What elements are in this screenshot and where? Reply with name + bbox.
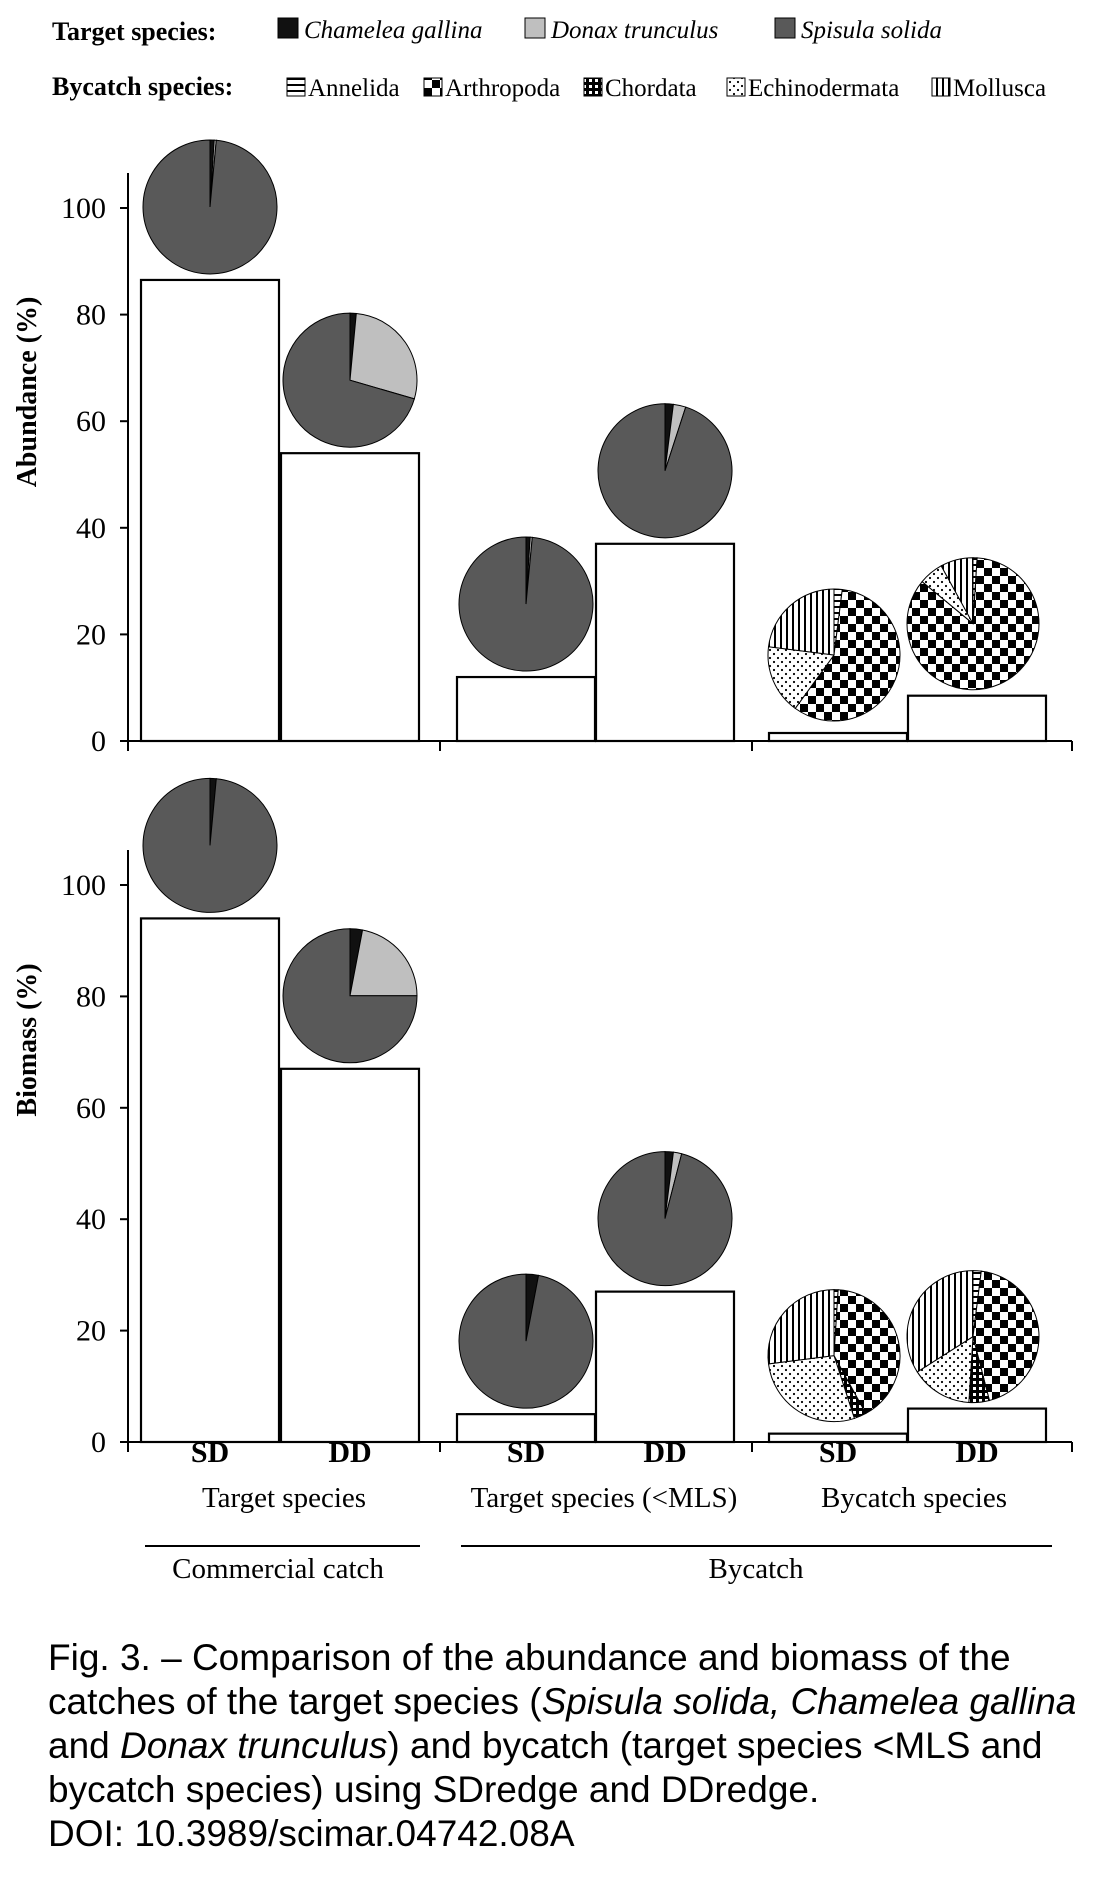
- x-tick-label: SD: [819, 1436, 857, 1469]
- legend-swatch-art: [423, 77, 443, 97]
- pie-chart: [597, 1151, 733, 1287]
- legend-target-title: Target species:: [52, 17, 216, 46]
- x-group-label: Bycatch species: [821, 1482, 1007, 1514]
- pie-chart: [142, 139, 278, 275]
- pie-chart: [906, 1270, 1040, 1404]
- bar: [279, 452, 421, 743]
- legend-swatch-ann: [286, 77, 306, 97]
- y-tick-label: 0: [91, 1426, 106, 1459]
- pie-slice-art: [794, 588, 901, 722]
- legend-label-ss: Spisula solida: [801, 17, 942, 44]
- y-tick-label: 60: [76, 1092, 106, 1125]
- y-tick-label: 20: [76, 618, 106, 651]
- legend-swatch-ech: [726, 77, 746, 97]
- pie-slice-art: [972, 1270, 1040, 1402]
- legend-label-dt: Donax trunculus: [550, 17, 718, 44]
- pie-slice-ss: [597, 1151, 733, 1287]
- legend-swatch-cho: [583, 77, 603, 97]
- x-tick-label: DD: [328, 1436, 371, 1469]
- pie-chart: [282, 928, 418, 1064]
- pie-slice-art: [833, 1289, 901, 1415]
- bar: [455, 1413, 597, 1444]
- legend-swatch-cg: [277, 17, 299, 39]
- y-axis-title-biomass: Biomass (%): [12, 963, 43, 1116]
- y-tick-label: 60: [76, 405, 106, 438]
- pie-slice-ss: [282, 312, 415, 448]
- caption-species-1: Spisula solida, Chamelea gallina: [541, 1681, 1077, 1722]
- pie-slice-ech: [767, 646, 835, 710]
- pie-slice-ss: [458, 536, 594, 672]
- x-tick-label: SD: [191, 1436, 229, 1469]
- y-tick-label: 40: [76, 512, 106, 545]
- pie-slice-ech: [916, 1335, 974, 1403]
- pie-chart: [906, 557, 1040, 691]
- caption-and: and: [48, 1725, 121, 1766]
- caption-species-2: Donax trunculus: [120, 1725, 388, 1766]
- y-tick-label: 80: [76, 299, 106, 332]
- legend: Target species: Bycatch species: Chamele…: [52, 17, 1046, 102]
- bar: [139, 278, 281, 743]
- pie-chart: [767, 588, 901, 722]
- legend-bycatch-title: Bycatch species:: [52, 72, 233, 101]
- x-tick-label: DD: [955, 1436, 998, 1469]
- pie-slice-dt: [349, 929, 418, 997]
- legend-label-cg: Chamelea gallina: [304, 17, 482, 44]
- abundance-panel: Abundance (%) 0 20 40 60 80 100: [12, 139, 1073, 758]
- bar: [767, 731, 909, 743]
- x-group-label: Target species (<MLS): [471, 1482, 738, 1514]
- pie-chart: [142, 777, 278, 913]
- pie-slice-mol: [940, 557, 974, 624]
- y-tick-label: 100: [61, 192, 106, 225]
- legend-label-ech: Echinodermata: [748, 75, 899, 102]
- y-tick-label: 40: [76, 1203, 106, 1236]
- bar: [594, 1290, 736, 1444]
- caption-tail: ) and bycatch (target species <MLS and b…: [48, 1725, 1043, 1810]
- figure-caption: Fig. 3. – Comparison of the abundance an…: [48, 1636, 1078, 1856]
- bar: [279, 1067, 421, 1444]
- x-tick-label: SD: [507, 1436, 545, 1469]
- pie-slice-ss: [142, 777, 278, 913]
- x-tick-label: DD: [643, 1436, 686, 1469]
- figure: Target species: Bycatch species: Chamele…: [12, 17, 1073, 1585]
- pie-chart: [767, 1289, 901, 1423]
- legend-swatch-mol: [931, 77, 951, 97]
- pie-slice-mol: [767, 1289, 835, 1365]
- pie-chart: [597, 403, 733, 539]
- pie-slice-dt: [349, 312, 418, 400]
- x-supergroup-label: Bycatch: [708, 1553, 804, 1585]
- biomass-panel: Biomass (%) 0 20 40 60 80 100: [12, 777, 1073, 1459]
- bar: [906, 1407, 1048, 1444]
- bar: [139, 917, 281, 1444]
- pie-slice-ech: [767, 1355, 856, 1423]
- pie-slice-ss: [282, 928, 418, 1064]
- legend-label-cho: Chordata: [605, 75, 697, 102]
- y-tick-label: 0: [91, 725, 106, 758]
- pie-slice-ss: [458, 1273, 594, 1409]
- pie-chart: [458, 1273, 594, 1409]
- y-axis-title-abundance: Abundance (%): [12, 297, 43, 488]
- y-tick-label: 100: [61, 869, 106, 902]
- bar: [594, 542, 736, 743]
- caption-lead: Fig. 3. – Comparison of the abundance an…: [48, 1637, 1011, 1722]
- legend-swatch-ss: [774, 17, 796, 39]
- pie-chart: [282, 312, 418, 448]
- x-group-label: Target species: [202, 1482, 366, 1514]
- y-tick-label: 20: [76, 1315, 106, 1348]
- legend-label-art: Arthropoda: [445, 75, 560, 102]
- legend-label-ann: Annelida: [308, 75, 400, 102]
- pie-slice-ss: [142, 139, 278, 275]
- y-tick-label: 80: [76, 980, 106, 1013]
- caption-doi: DOI: 10.3989/scimar.04742.08A: [48, 1813, 575, 1854]
- x-supergroup-label: Commercial catch: [172, 1553, 384, 1585]
- pie-chart: [458, 536, 594, 672]
- pie-slice-mol: [767, 588, 835, 656]
- x-axis-labels: SD DD SD DD SD DD Target species Target …: [145, 1436, 1052, 1585]
- pie-slice-ss: [597, 403, 733, 539]
- legend-swatch-dt: [524, 17, 546, 39]
- bar: [455, 675, 597, 743]
- bar: [906, 694, 1048, 743]
- pie-slice-mol: [906, 1270, 974, 1373]
- legend-label-mol: Mollusca: [953, 75, 1046, 102]
